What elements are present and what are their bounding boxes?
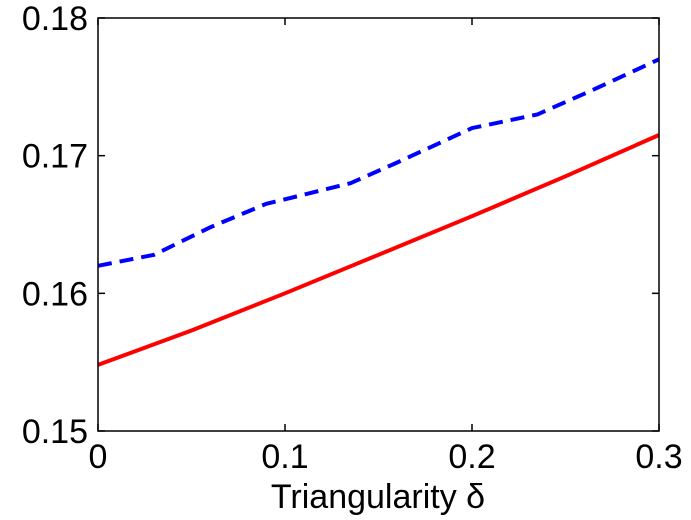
x-tick-label-2: 0.2	[448, 438, 495, 476]
y-tick-label-0: 0.15	[22, 413, 88, 451]
y-tick-label-1: 0.16	[22, 275, 88, 313]
plot-frame	[97, 17, 660, 432]
x-tick-label-3: 0.3	[635, 438, 682, 476]
y-tick-label-3: 0.18	[22, 0, 88, 38]
x-tick-label-1: 0.1	[261, 438, 308, 476]
x-axis-title: Triangularity δ	[271, 478, 485, 516]
series-line-1	[97, 57, 660, 268]
series-layer	[97, 57, 660, 367]
series-line-2	[97, 133, 660, 367]
y-tick-label-2: 0.17	[22, 138, 88, 176]
axes-layer: 0 0.1 0.2 0.3 0.15 0.16 0.17 0.18	[22, 0, 683, 476]
x-tick-label-0: 0	[89, 438, 108, 476]
